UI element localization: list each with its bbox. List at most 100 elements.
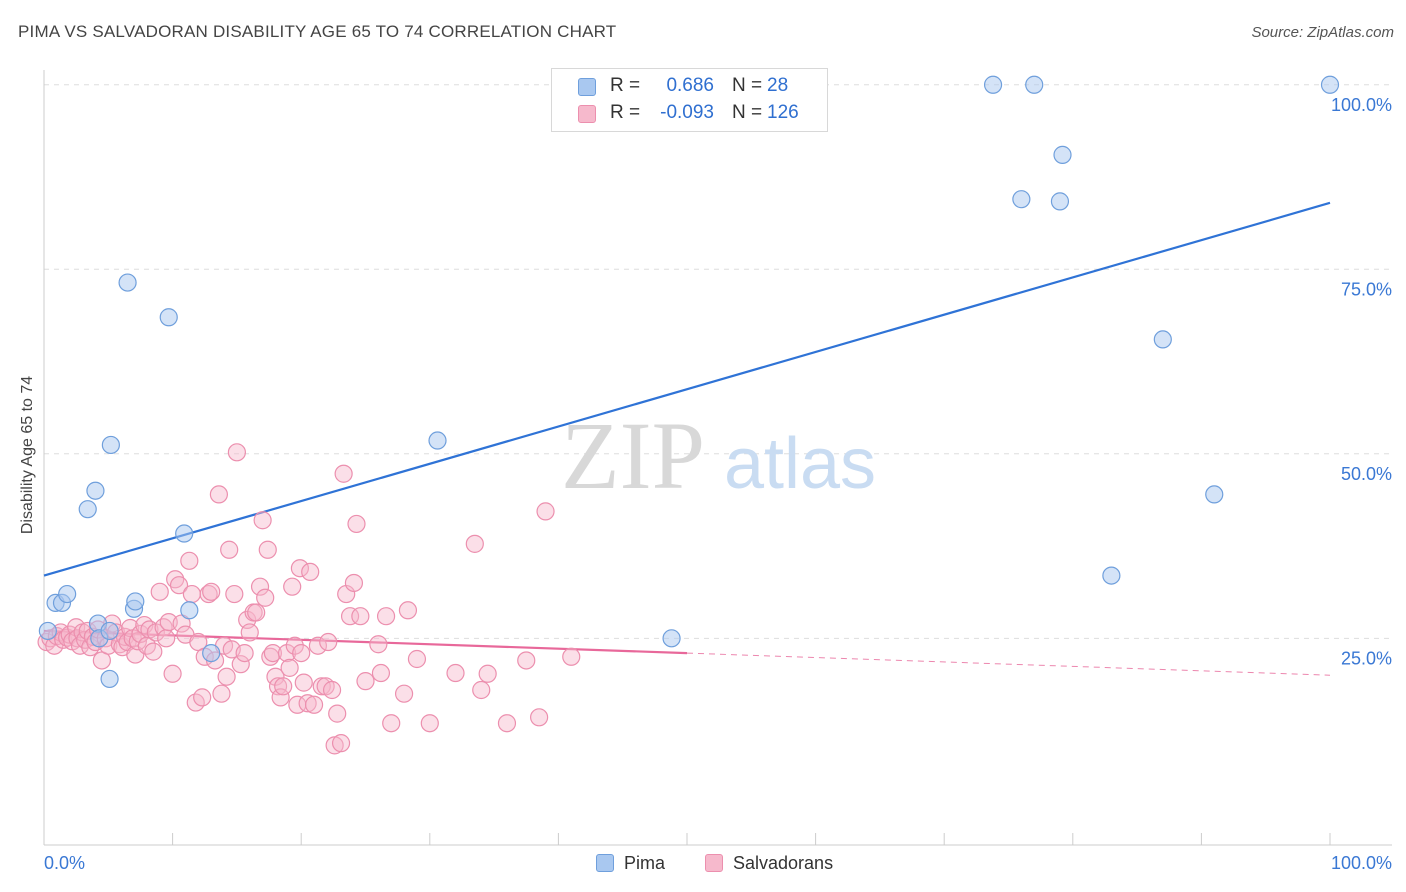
legend-row-pima: R = 0.686 N = 28 (552, 74, 827, 100)
salvadoran-point (328, 704, 347, 723)
salvadoran-point (258, 540, 277, 559)
pima-point (100, 621, 119, 641)
salvadoran-point (334, 464, 353, 483)
salvadoran-point (163, 664, 182, 683)
salvadoran-point (562, 647, 581, 666)
pima-point (86, 481, 105, 500)
salvadoran-point (250, 577, 270, 596)
watermark-atlas: atlas (724, 424, 876, 504)
salvadoran-point (322, 680, 342, 700)
salvadoran-point (530, 708, 549, 727)
salvadoran-point (347, 514, 366, 534)
salvadoran-point (292, 643, 311, 663)
pima-point (78, 500, 97, 519)
pima-swatch (578, 78, 596, 96)
salvadoran-point (331, 734, 351, 753)
salvadoran-point (131, 624, 150, 644)
salvadoran-point (128, 632, 147, 651)
y-tick-label: 50.0% (1341, 464, 1392, 484)
salvadoran-point (398, 601, 418, 620)
salvadoran-point (285, 636, 304, 655)
source-label: Source: ZipAtlas.com (1251, 24, 1394, 41)
salvadoran-point (227, 443, 246, 462)
pima-point (1102, 566, 1121, 585)
salvadoran-point (277, 643, 297, 663)
r-label: R = (610, 75, 641, 96)
y-tick-label: 25.0% (1341, 648, 1392, 668)
pima-point (428, 431, 447, 450)
salvadoran-point (446, 663, 465, 683)
watermark-zip: ZIP (561, 402, 705, 509)
salvadoran-point (301, 562, 320, 582)
salvadoran-point (371, 663, 391, 683)
salvadoran-point (517, 651, 536, 670)
salvadoran-point (294, 673, 313, 692)
pima-point (1012, 190, 1031, 209)
salvadoran-point (280, 658, 299, 677)
salvadoran-point (157, 629, 176, 648)
salvadoran-point (212, 684, 231, 703)
salvadoran-point (150, 582, 169, 601)
salvadoran-point (220, 540, 239, 559)
salvadoran-trend-line (43, 629, 688, 655)
salvadoran-point (235, 643, 254, 663)
salvadoran-point (407, 649, 427, 669)
salvadoran-point (290, 559, 310, 578)
salvadoran-point (193, 688, 212, 707)
pima-point (175, 524, 194, 543)
pima-point (1053, 145, 1072, 164)
salvadoran-trend-extension (686, 652, 1331, 676)
pima-point (118, 273, 137, 292)
pima-legend-label: Pima (624, 853, 666, 873)
pima-point (983, 75, 1003, 94)
salvadoran-point (478, 664, 497, 683)
salvadoran-point (465, 534, 484, 553)
pima-point (38, 621, 57, 641)
pima-point (100, 669, 119, 689)
pima-point (180, 601, 199, 620)
salvadoran-point (369, 635, 388, 654)
pima-point (1025, 75, 1044, 94)
x-tick-label-min: 0.0% (44, 853, 85, 873)
salvadoran-point (283, 577, 302, 596)
salvadoran-point (240, 623, 259, 642)
salvadoran-point (340, 607, 360, 626)
axes (43, 70, 1392, 846)
salvadoran-point (154, 618, 173, 637)
salvadoran-point (256, 588, 275, 607)
salvadoran-point (169, 576, 189, 595)
salvadoran-point (231, 655, 250, 674)
pima-r-value: 0.686 (666, 75, 714, 96)
salvadoran-point (472, 680, 491, 700)
pima-point (101, 435, 120, 455)
salvadoran-point (202, 582, 221, 601)
correlation-legend: R = 0.686 N = 28 R = -0.093 N = 126 (551, 68, 828, 132)
x-tick-label-max: 100.0% (1331, 853, 1392, 873)
salvadoran-point (68, 629, 87, 648)
watermark: ZIP atlas (561, 402, 876, 509)
salvadoran-point (199, 584, 218, 604)
salvadoran-point (274, 677, 293, 696)
salvadoran-point (376, 607, 396, 626)
salvadoran-point (356, 672, 375, 691)
pima-point (126, 592, 145, 611)
pima-point (202, 643, 221, 663)
salvadoran-point (271, 688, 290, 707)
salvadoran-point (217, 667, 236, 686)
salvadoran-point (263, 643, 283, 663)
pima-point (1050, 192, 1070, 211)
n-label: N = (732, 102, 763, 123)
pima-legend-swatch (596, 854, 614, 872)
r-label: R = (610, 102, 641, 123)
salvadoran-n-value: 126 (767, 102, 799, 123)
bottom-legend-salvadorans: Salvadorans (705, 853, 833, 874)
salvadoran-point (420, 714, 439, 733)
salvadoran-point (497, 714, 517, 733)
salvadoran-point (319, 632, 338, 652)
pima-points (38, 75, 1340, 689)
y-tick-label: 100.0% (1331, 95, 1392, 115)
salvadoran-point (180, 551, 199, 570)
salvadoran-point (382, 714, 401, 733)
salvadoran-point (344, 573, 364, 593)
